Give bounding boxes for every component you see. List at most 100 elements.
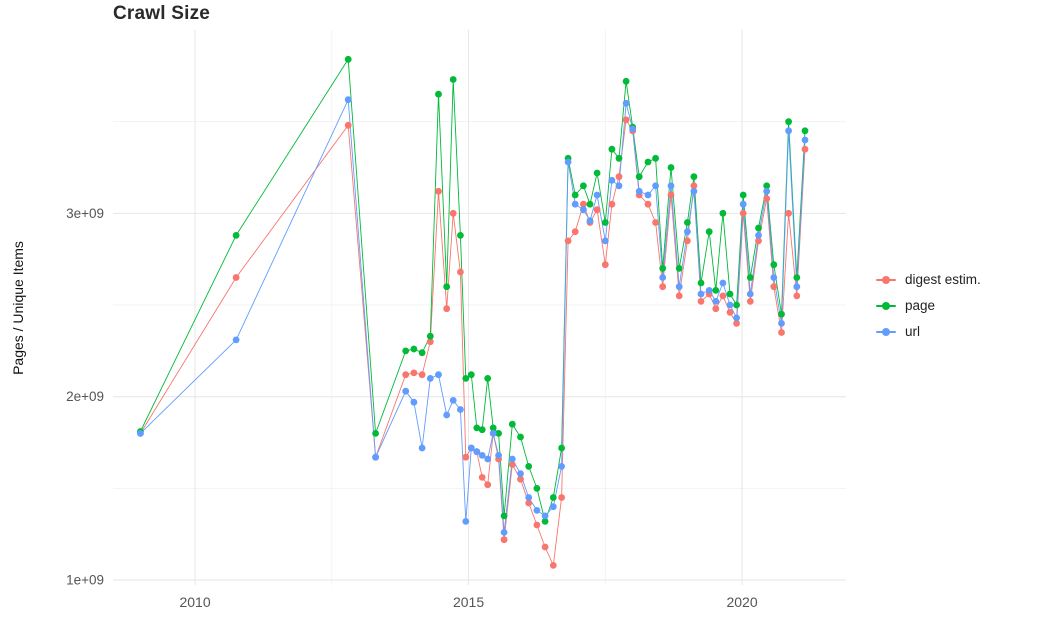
x-tick-label: 2015 bbox=[453, 594, 484, 610]
series-point-url bbox=[726, 301, 734, 309]
series-point-page bbox=[622, 77, 630, 85]
series-point-url bbox=[402, 387, 410, 395]
series-point-page bbox=[489, 424, 497, 432]
series-point-page bbox=[712, 287, 720, 294]
series-point-url bbox=[746, 290, 754, 298]
legend-entry-digest: digest estim. bbox=[876, 272, 981, 287]
series-point-url bbox=[418, 444, 426, 452]
series-point-digest-estim bbox=[793, 292, 801, 300]
series-point-digest-estim bbox=[549, 562, 557, 569]
y-tick-label: 3e+09 bbox=[66, 206, 104, 221]
series-point-page bbox=[586, 200, 594, 208]
series-point-url bbox=[564, 158, 572, 166]
series-point-page bbox=[726, 290, 734, 298]
series-point-page bbox=[495, 430, 502, 437]
series-point-url bbox=[473, 448, 481, 456]
series-point-url bbox=[525, 494, 533, 501]
y-tick-label: 1e+09 bbox=[66, 573, 104, 588]
series-point-url bbox=[601, 237, 609, 245]
series-point-page bbox=[659, 265, 667, 272]
series-line-url bbox=[140, 99, 806, 533]
series-point-digest-estim bbox=[462, 453, 470, 461]
series-point-page bbox=[410, 345, 418, 353]
series-point-url bbox=[705, 287, 713, 294]
series-point-page bbox=[763, 182, 771, 190]
series-point-page bbox=[344, 55, 352, 63]
series-point-page bbox=[601, 219, 609, 226]
series-point-digest-estim bbox=[667, 191, 675, 199]
series-point-digest-estim bbox=[593, 206, 601, 214]
y-axis-label: Pages / Unique Items bbox=[10, 241, 26, 375]
series-point-url bbox=[457, 406, 464, 413]
series-point-digest-estim bbox=[426, 338, 434, 346]
series-point-url bbox=[467, 444, 475, 452]
series-point-url bbox=[443, 411, 451, 419]
series-point-url bbox=[659, 274, 667, 281]
series-line-digest-estim bbox=[140, 119, 806, 566]
series-point-page bbox=[402, 347, 410, 355]
series-point-digest-estim bbox=[622, 116, 630, 124]
series-point-digest-estim bbox=[719, 292, 727, 300]
series-point-url bbox=[801, 136, 809, 144]
series-point-digest-estim bbox=[712, 305, 720, 313]
series-point-digest-estim bbox=[684, 237, 691, 245]
series-point-digest-estim bbox=[402, 371, 410, 379]
series-point-url bbox=[410, 398, 418, 406]
series-point-page bbox=[593, 169, 601, 177]
series-point-url bbox=[372, 453, 379, 461]
series-point-digest-estim bbox=[525, 499, 533, 507]
series-point-page bbox=[517, 433, 524, 441]
legend-entry-url: url bbox=[876, 324, 981, 339]
series-point-page bbox=[426, 332, 434, 340]
chart-title: Crawl Size bbox=[113, 3, 211, 24]
series-point-digest-estim bbox=[418, 371, 426, 379]
legend-label-page: page bbox=[905, 298, 936, 313]
series-point-digest-estim bbox=[644, 200, 652, 208]
series-point-url bbox=[697, 290, 705, 298]
x-tick-label: 2020 bbox=[726, 594, 757, 610]
series-point-digest-estim bbox=[457, 268, 464, 276]
series-point-page bbox=[608, 145, 616, 153]
series-point-page bbox=[644, 158, 652, 166]
series-point-url bbox=[549, 503, 557, 511]
series-point-page bbox=[690, 173, 698, 181]
series-point-url bbox=[690, 187, 698, 195]
series-point-digest-estim bbox=[344, 121, 352, 129]
legend-label-digest: digest estim. bbox=[905, 272, 981, 287]
series-point-url bbox=[755, 232, 762, 239]
series-point-url bbox=[608, 176, 616, 184]
legend-key-digest-icon bbox=[876, 273, 896, 287]
series-point-url bbox=[558, 463, 565, 470]
series-point-page bbox=[500, 512, 508, 520]
series-point-url bbox=[508, 455, 516, 463]
series-point-digest-estim bbox=[410, 369, 418, 377]
series-point-url bbox=[541, 512, 549, 520]
series-point-url bbox=[712, 298, 720, 305]
series-point-digest-estim bbox=[801, 145, 809, 153]
series-point-digest-estim bbox=[435, 187, 442, 195]
series-point-page bbox=[746, 274, 754, 281]
series-point-digest-estim bbox=[675, 292, 683, 300]
series-point-page bbox=[615, 154, 623, 162]
series-point-page bbox=[525, 463, 533, 470]
series-point-digest-estim bbox=[484, 481, 492, 489]
series-point-digest-estim bbox=[500, 536, 508, 544]
series-point-digest-estim bbox=[755, 237, 762, 245]
series-point-digest-estim bbox=[232, 274, 240, 281]
series-point-url bbox=[462, 518, 470, 525]
series-point-url bbox=[770, 274, 778, 281]
series-point-page bbox=[675, 265, 683, 272]
series-point-url bbox=[615, 182, 623, 190]
series-point-page bbox=[739, 191, 747, 199]
series-point-digest-estim bbox=[785, 209, 792, 217]
series-point-url bbox=[478, 452, 486, 459]
series-point-url bbox=[739, 200, 747, 208]
series-point-digest-estim bbox=[449, 209, 457, 217]
series-point-page bbox=[372, 430, 379, 437]
series-point-url bbox=[586, 217, 594, 225]
series-point-url bbox=[232, 336, 240, 344]
series-point-page bbox=[549, 494, 557, 501]
series-point-page bbox=[705, 228, 713, 236]
series-point-url bbox=[137, 430, 144, 437]
